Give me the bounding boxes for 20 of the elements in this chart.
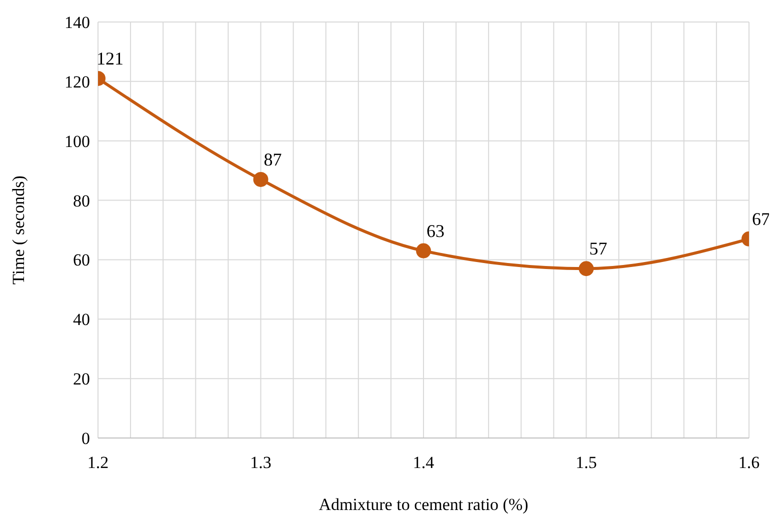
x-tick-label: 1.6 <box>738 453 760 472</box>
x-axis-title: Admixture to cement ratio (%) <box>318 495 528 514</box>
point <box>416 243 431 258</box>
y-tick-label: 80 <box>73 191 90 210</box>
y-axis-title: Time ( seconds) <box>9 176 28 284</box>
y-tick-label: 40 <box>73 310 90 330</box>
data-label: 57 <box>589 238 608 259</box>
x-tick-label: 1.5 <box>576 453 597 472</box>
data-label: 87 <box>264 149 282 170</box>
x-tick-label: 1.3 <box>250 453 272 472</box>
y-tick-label: 60 <box>73 250 90 270</box>
y-tick-label: 0 <box>82 429 90 448</box>
y-tick-label: 20 <box>73 370 90 389</box>
data-label: 63 <box>426 220 444 241</box>
y-tick-label: 120 <box>64 72 90 92</box>
y-tick-label: 140 <box>64 13 90 32</box>
x-tick-label: 1.4 <box>412 453 435 472</box>
x-tick-label: 1.2 <box>87 453 109 472</box>
data-label: 121 <box>96 48 124 68</box>
y-tick-label: 100 <box>64 132 90 151</box>
